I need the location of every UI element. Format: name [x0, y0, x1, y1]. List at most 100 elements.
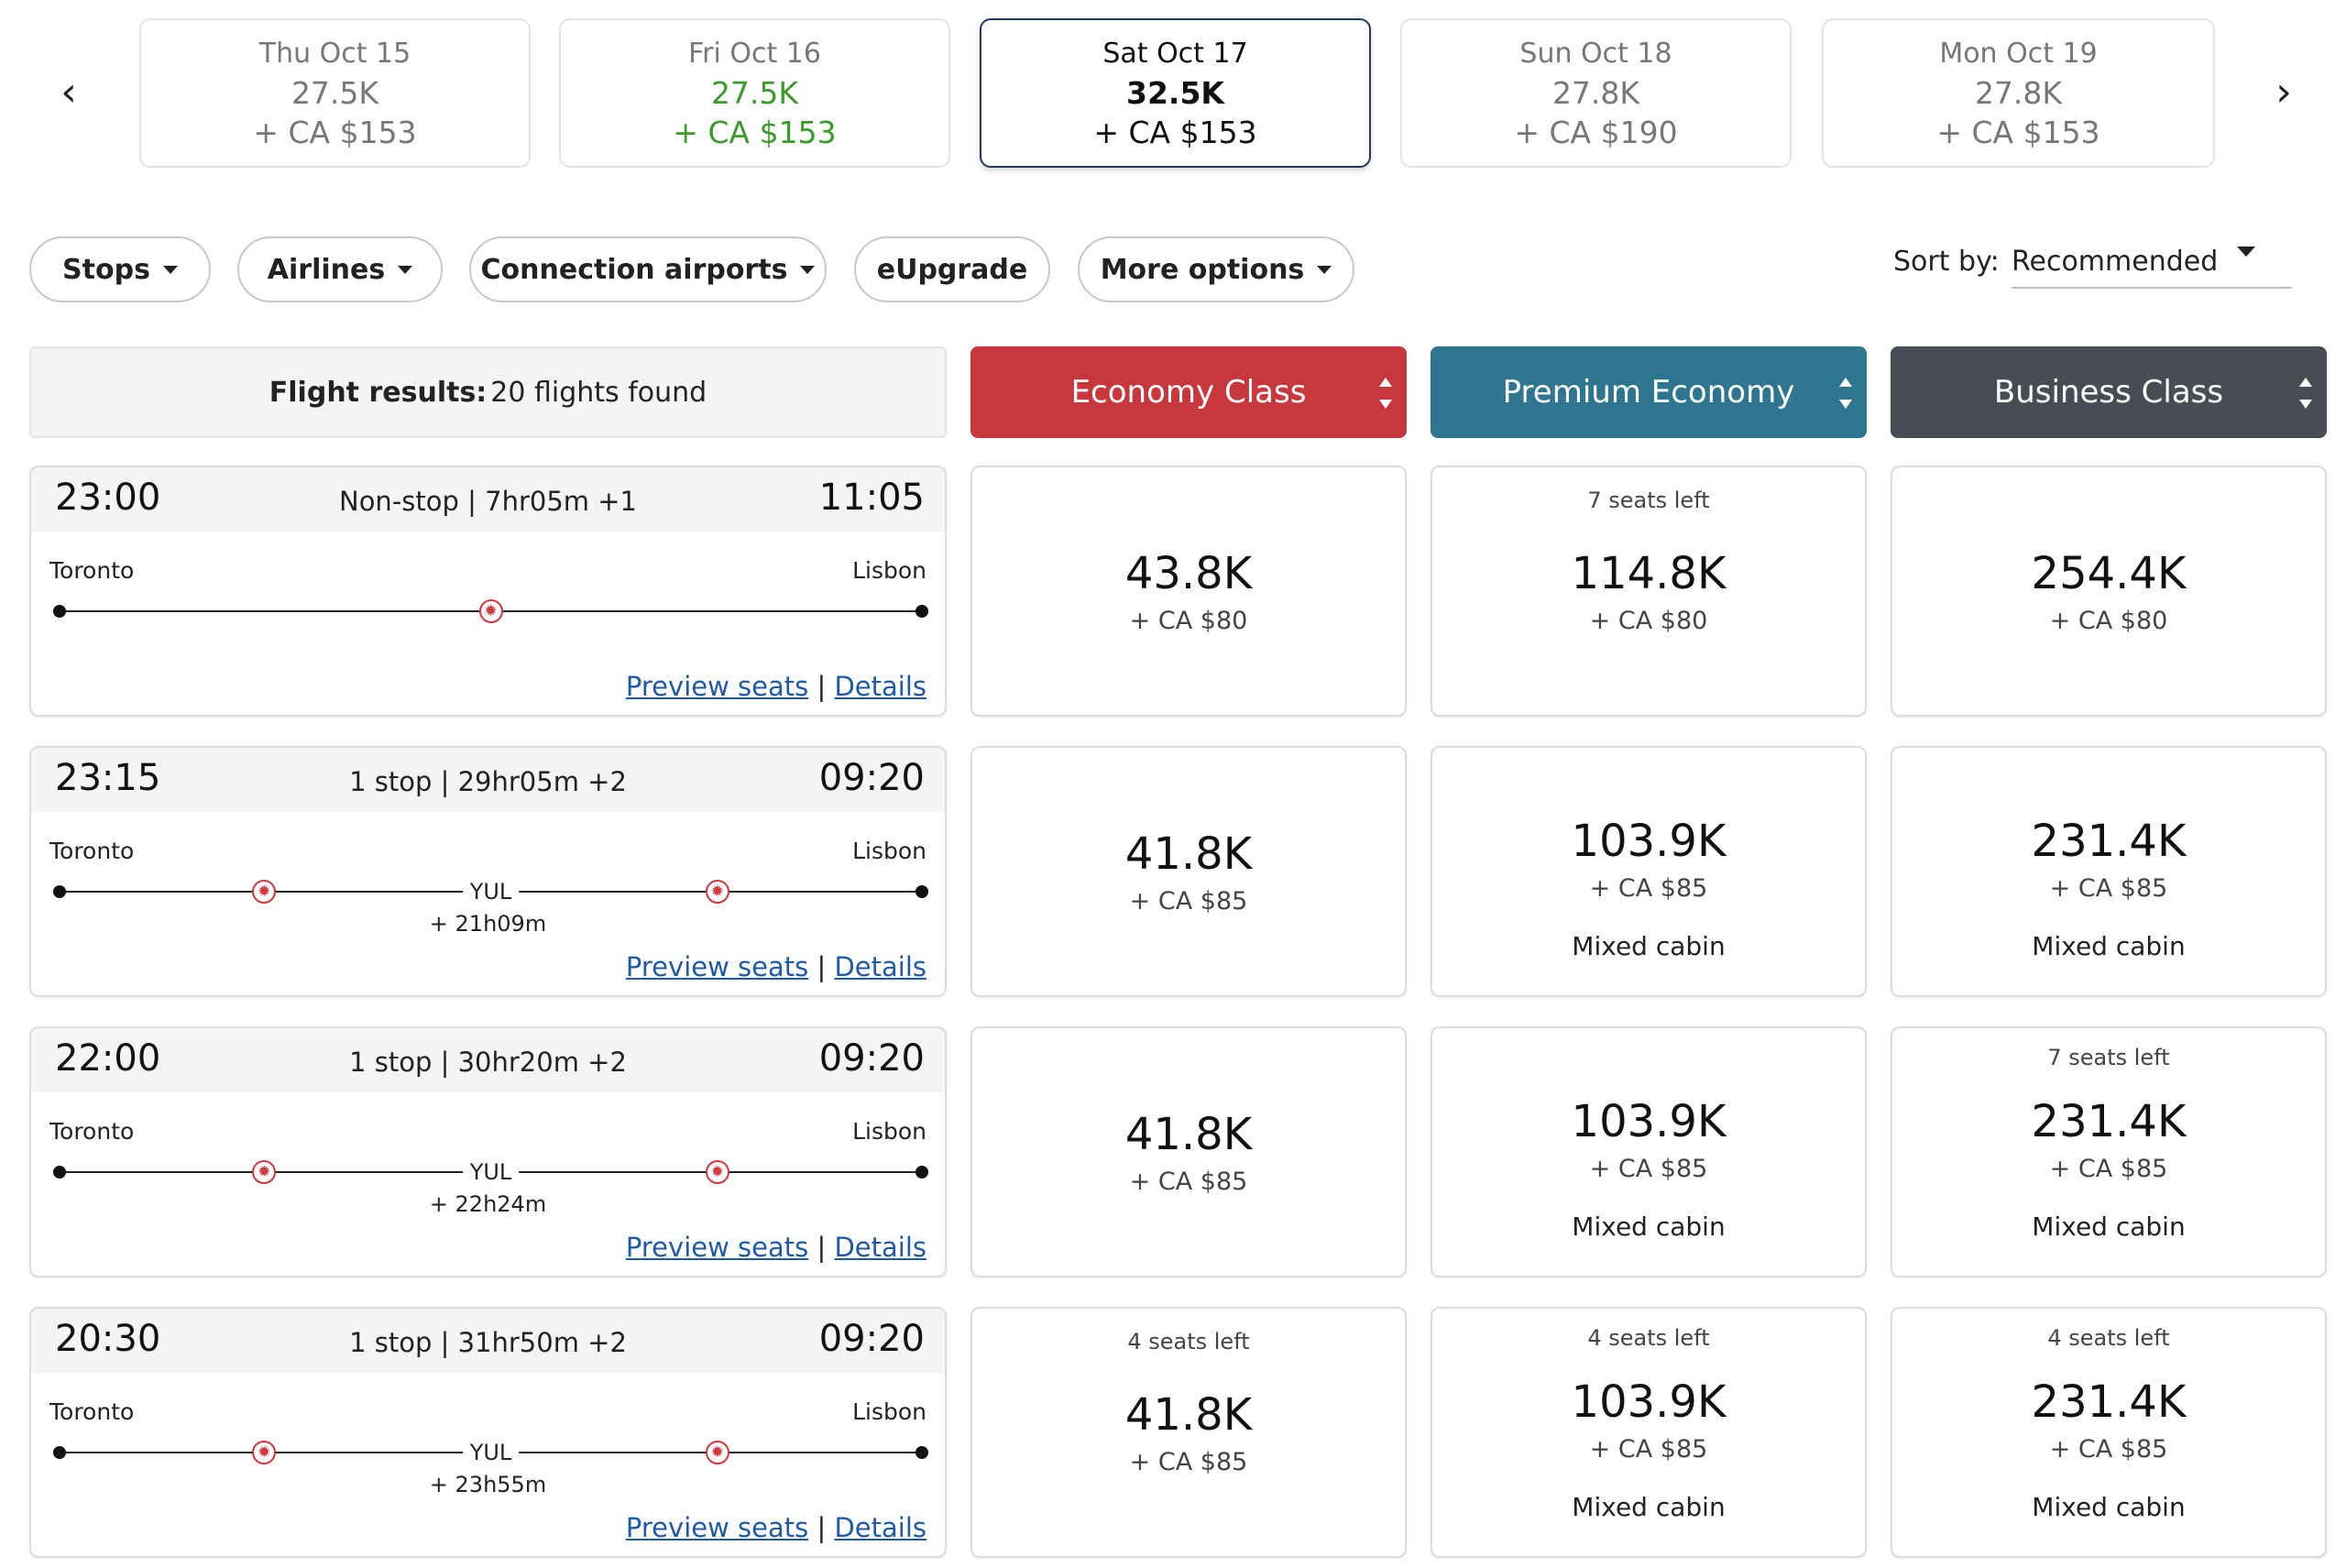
link-separator: |	[817, 951, 827, 982]
prev-date-arrow[interactable]: ‹	[60, 68, 77, 115]
preview-seats-link[interactable]: Preview seats	[625, 1232, 809, 1263]
eupgrade-filter-button[interactable]: eUpgrade	[854, 236, 1050, 302]
date-card-sat-oct-17[interactable]: Sat Oct 17 32.5K + CA $153	[980, 18, 1371, 168]
fare-points: 114.8K	[1571, 548, 1727, 599]
more-options-filter-label: More options	[1100, 253, 1305, 286]
premium-economy-fare-card[interactable]: 4 seats left 103.9K + CA $85 Mixed cabin	[1431, 1307, 1867, 1558]
flight-summary: 1 stop | 29hr05m +2	[349, 766, 627, 797]
flight-card-header: 20:30 1 stop | 31hr50m +2 09:20	[31, 1309, 945, 1373]
stops-filter-button[interactable]: Stops	[29, 236, 211, 302]
premium-economy-label: Premium Economy	[1502, 374, 1795, 411]
fare-points: 103.9K	[1571, 1096, 1727, 1147]
fare-tax: + CA $85	[1129, 1168, 1248, 1196]
details-link[interactable]: Details	[834, 1232, 926, 1263]
economy-fare-card[interactable]: 41.8K + CA $85	[970, 1026, 1407, 1277]
fare-points: 103.9K	[1571, 816, 1727, 867]
mixed-cabin-note: Mixed cabin	[1572, 931, 1726, 961]
caret-down-icon	[800, 265, 816, 274]
economy-class-header[interactable]: Economy Class	[970, 346, 1407, 438]
preview-seats-link[interactable]: Preview seats	[625, 671, 809, 702]
date-label: Fri Oct 16	[688, 38, 821, 70]
date-card-thu-oct-15[interactable]: Thu Oct 15 27.5K + CA $153	[139, 18, 531, 168]
departure-time: 23:15	[55, 757, 161, 799]
flight-card: 23:15 1 stop | 29hr05m +2 09:20 Toronto …	[29, 746, 947, 997]
fare-points: 254.4K	[2031, 548, 2187, 599]
link-separator: |	[817, 1232, 827, 1263]
date-card-fri-oct-16[interactable]: Fri Oct 16 27.5K + CA $153	[559, 18, 950, 168]
connection-airports-filter-label: Connection airports	[480, 253, 788, 286]
fare-points: 231.4K	[2031, 1376, 2187, 1428]
seats-left: 4 seats left	[1127, 1329, 1250, 1354]
fare-points: 103.9K	[1571, 1376, 1727, 1428]
premium-economy-header[interactable]: Premium Economy	[1431, 346, 1867, 438]
more-options-filter-button[interactable]: More options	[1078, 236, 1354, 302]
details-link[interactable]: Details	[834, 671, 926, 702]
business-class-label: Business Class	[1993, 374, 2224, 411]
air-canada-leaf-icon: ✹	[252, 1160, 277, 1184]
seats-left: 4 seats left	[2047, 1325, 2170, 1351]
arrival-time: 09:20	[818, 1318, 925, 1360]
details-link[interactable]: Details	[834, 951, 926, 982]
airlines-filter-button[interactable]: Airlines	[237, 236, 443, 302]
next-date-arrow[interactable]: ›	[2275, 68, 2292, 115]
date-points: 27.8K	[1974, 75, 2063, 111]
departure-time: 20:30	[55, 1318, 161, 1360]
results-label: Flight results:	[269, 376, 488, 409]
flight-links: Preview seats | Details	[626, 671, 926, 702]
air-canada-leaf-icon: ✹	[705, 1160, 729, 1184]
business-class-fare-card[interactable]: 254.4K + CA $80	[1891, 466, 2327, 717]
origin-city: Toronto	[49, 838, 135, 864]
date-card-sun-oct-18[interactable]: Sun Oct 18 27.8K + CA $190	[1400, 18, 1792, 168]
caret-down-icon	[1317, 265, 1332, 274]
details-link[interactable]: Details	[834, 1512, 926, 1543]
date-card-mon-oct-19[interactable]: Mon Oct 19 27.8K + CA $153	[1822, 18, 2215, 168]
fare-points: 231.4K	[2031, 816, 2187, 867]
economy-fare-card[interactable]: 43.8K + CA $80	[970, 466, 1407, 717]
date-points: 27.5K	[710, 75, 799, 111]
link-separator: |	[817, 1512, 827, 1543]
preview-seats-link[interactable]: Preview seats	[625, 1512, 809, 1543]
route-line: ✹	[53, 598, 928, 625]
premium-economy-fare-card[interactable]: 103.9K + CA $85 Mixed cabin	[1431, 746, 1867, 997]
sort-select[interactable]: Recommended	[2012, 234, 2292, 289]
eupgrade-filter-label: eUpgrade	[876, 253, 1028, 286]
results-count: 20 flights found	[490, 376, 707, 409]
destination-city: Lisbon	[852, 557, 926, 584]
date-tax: + CA $153	[1093, 115, 1257, 150]
fare-tax: + CA $85	[2049, 874, 2168, 903]
caret-down-icon	[2237, 247, 2255, 257]
date-label: Sat Oct 17	[1102, 38, 1248, 70]
flight-summary: Non-stop | 7hr05m +1	[339, 486, 637, 517]
premium-economy-fare-card[interactable]: 103.9K + CA $85 Mixed cabin	[1431, 1026, 1867, 1277]
business-class-fare-card[interactable]: 231.4K + CA $85 Mixed cabin	[1891, 746, 2327, 997]
sort-label: Sort by:	[1893, 246, 2000, 278]
fare-tax: + CA $85	[1589, 1435, 1708, 1464]
date-tax: + CA $153	[253, 115, 417, 150]
preview-seats-link[interactable]: Preview seats	[625, 951, 809, 982]
date-points: 32.5K	[1126, 75, 1224, 111]
destination-city: Lisbon	[852, 838, 926, 864]
connection-airports-filter-button[interactable]: Connection airports	[469, 236, 827, 302]
mixed-cabin-note: Mixed cabin	[1572, 1492, 1726, 1522]
premium-economy-fare-card[interactable]: 7 seats left 114.8K + CA $80	[1431, 466, 1867, 717]
connection-airport-code: YUL	[462, 878, 520, 905]
fare-tax: + CA $85	[2049, 1155, 2168, 1183]
flight-links: Preview seats | Details	[626, 1232, 926, 1263]
fare-tax: + CA $85	[2049, 1435, 2168, 1464]
business-class-fare-card[interactable]: 4 seats left 231.4K + CA $85 Mixed cabin	[1891, 1307, 2327, 1558]
economy-fare-card[interactable]: 41.8K + CA $85	[970, 746, 1407, 997]
flight-card-header: 22:00 1 stop | 30hr20m +2 09:20	[31, 1028, 945, 1092]
sort-arrows-icon	[1379, 378, 1394, 409]
economy-fare-card[interactable]: 4 seats left 41.8K + CA $85	[970, 1307, 1407, 1558]
caret-down-icon	[398, 265, 413, 274]
air-canada-leaf-icon: ✹	[478, 599, 503, 623]
seats-left: 7 seats left	[1587, 488, 1710, 513]
fare-points: 43.8K	[1124, 548, 1253, 599]
flight-card: 22:00 1 stop | 30hr20m +2 09:20 Toronto …	[29, 1026, 947, 1277]
business-class-header[interactable]: Business Class	[1891, 346, 2327, 438]
fare-points: 41.8K	[1124, 1109, 1253, 1160]
business-class-fare-card[interactable]: 7 seats left 231.4K + CA $85 Mixed cabin	[1891, 1026, 2327, 1277]
airlines-filter-label: Airlines	[267, 253, 386, 286]
stops-filter-label: Stops	[62, 253, 150, 286]
air-canada-leaf-icon: ✹	[252, 880, 277, 904]
